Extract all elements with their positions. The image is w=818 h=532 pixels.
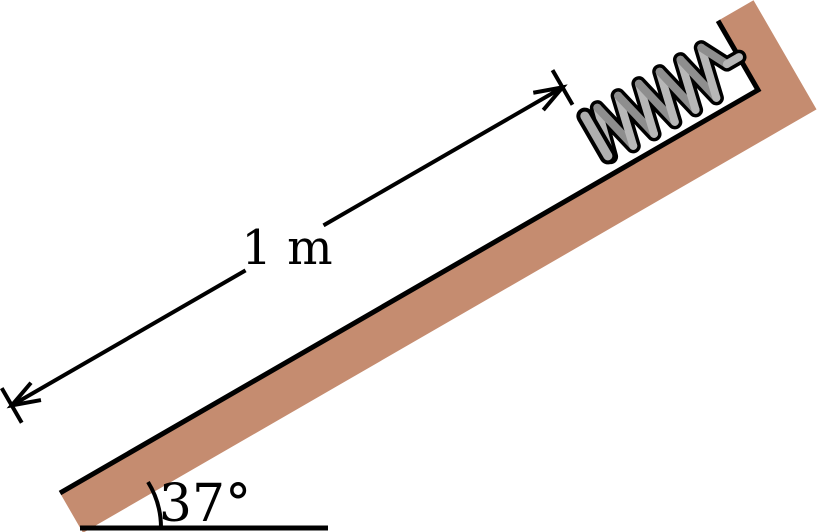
angle-arc [146,480,164,529]
dimension-arrowhead-left [6,381,42,409]
angle-label: 37° [159,474,251,532]
spring-coil-segment [697,43,721,102]
spring-coil-segment [697,43,731,69]
dimension-line-right [322,85,564,228]
incline-surface-line [58,19,762,496]
dimension [0,69,575,424]
dimension-line-left [10,268,247,408]
ramp-and-wall [60,0,817,532]
distance-label: 1 m [241,220,332,276]
spring-anchor-rod [722,53,744,69]
dimension-arrowhead-right [532,84,568,112]
spring [576,40,747,165]
spring-end-plate-face [580,111,613,161]
